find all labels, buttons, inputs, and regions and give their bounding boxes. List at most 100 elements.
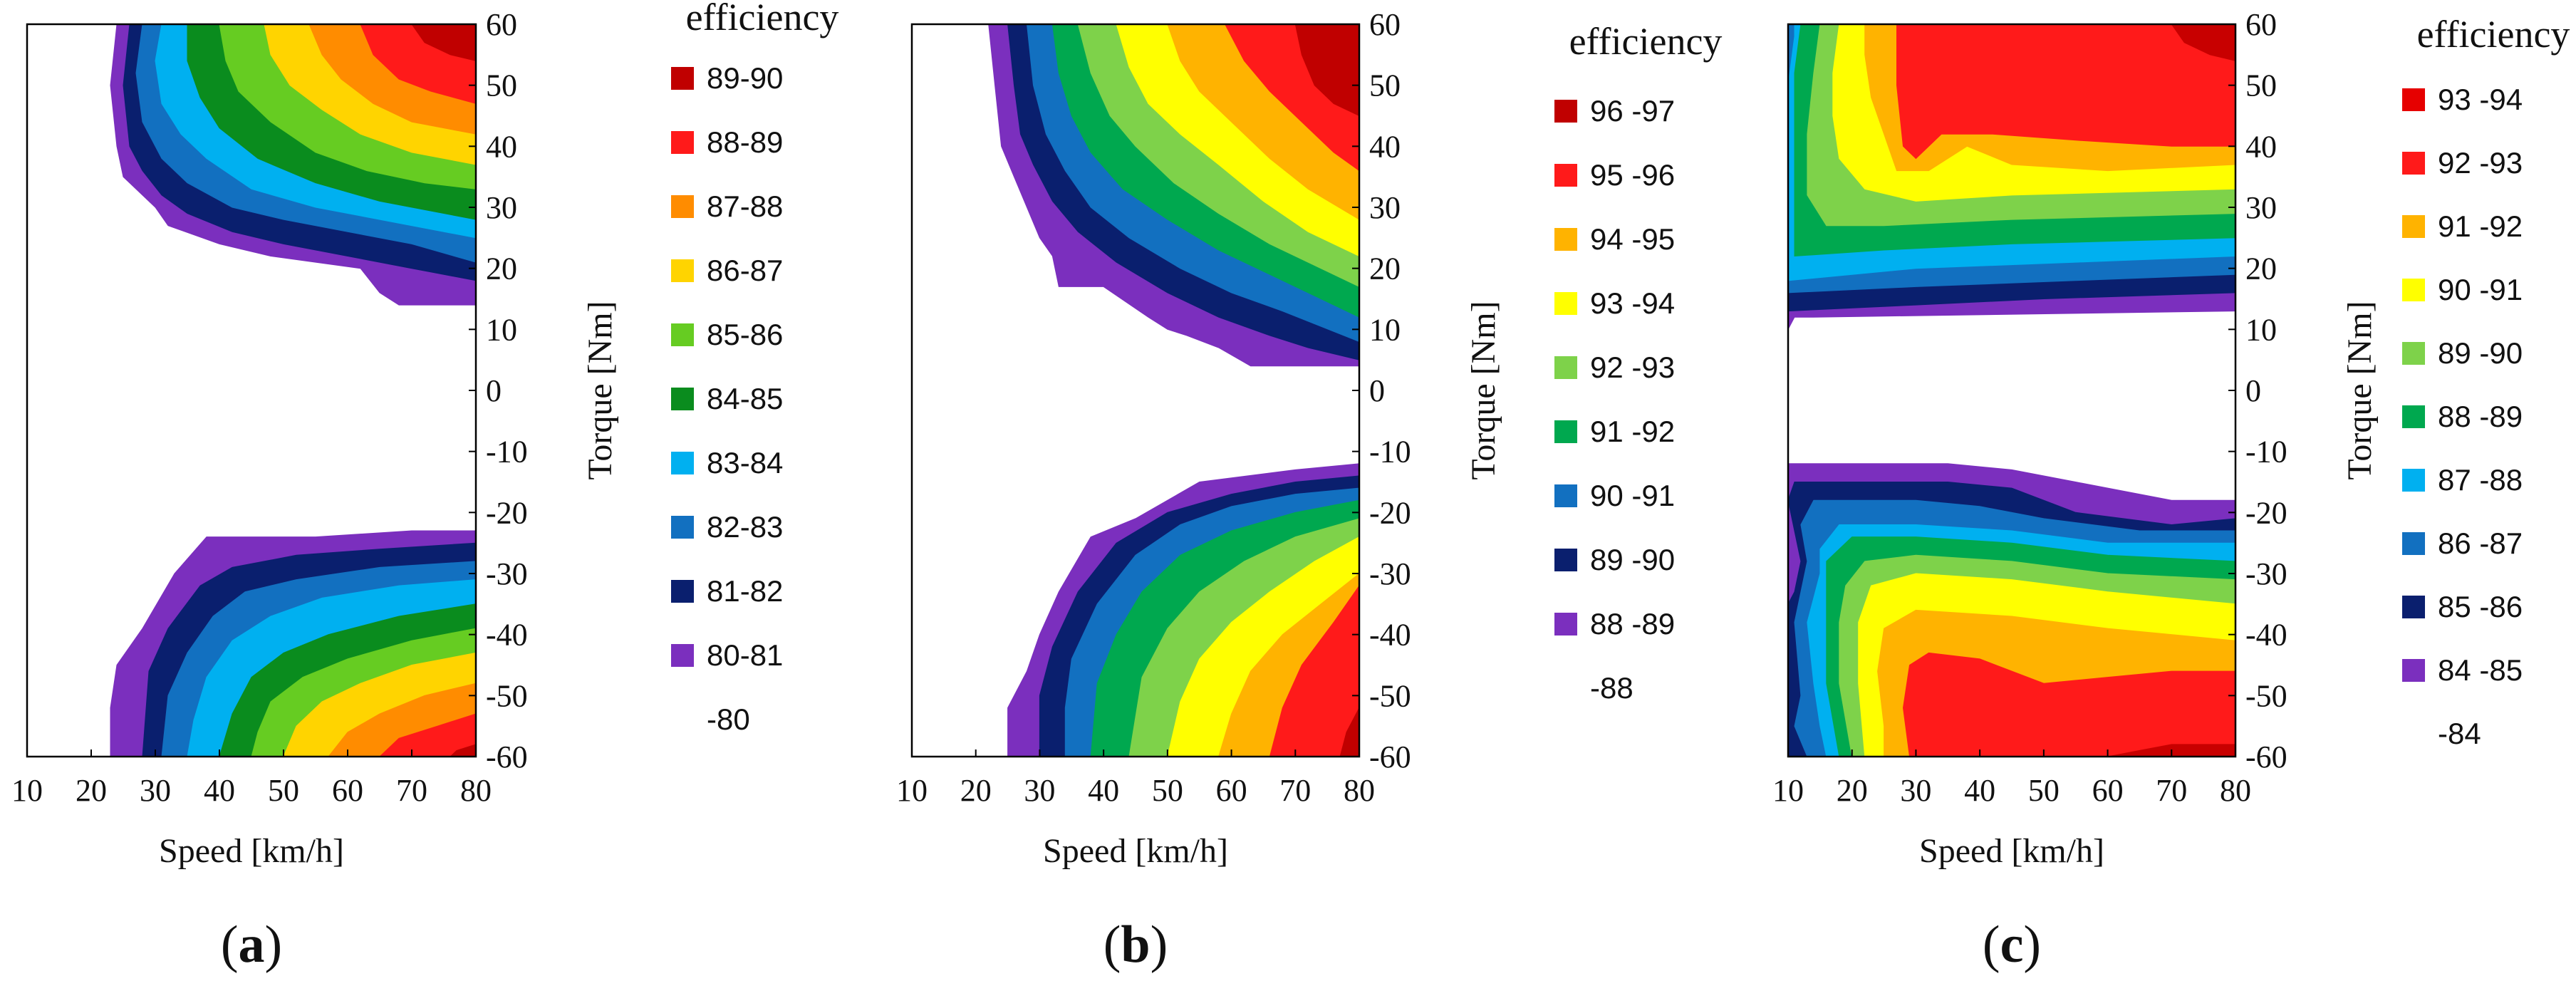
contour-regions	[1787, 24, 2236, 757]
legend-swatch	[2402, 88, 2425, 111]
x-tick-label: 10	[896, 773, 928, 808]
legend-swatch	[671, 131, 694, 154]
y-tick-label: -50	[2245, 678, 2287, 713]
y-tick-label: -30	[486, 556, 528, 591]
legend-item: 89-90	[671, 61, 783, 95]
y-tick-label: -10	[486, 435, 528, 469]
legend-item: 89 -90	[1554, 543, 1675, 576]
x-tick-label: 60	[332, 773, 363, 808]
x-tick-label: 80	[1344, 773, 1375, 808]
x-tick-label: 30	[140, 773, 171, 808]
legend-title: efficiency	[1569, 20, 1723, 63]
y-tick-label: 30	[486, 190, 517, 225]
legend-label: 89 -90	[2438, 336, 2523, 370]
legend-item: 86 -87	[2402, 526, 2523, 560]
legend-label: 80-81	[707, 638, 783, 672]
x-axis: 10 20 30 40 50 60 70 80	[11, 749, 492, 808]
legend-label: 83-84	[707, 446, 783, 479]
legend-item: 84-85	[671, 382, 783, 415]
legend-item: 80-81	[671, 638, 783, 672]
legend-swatch	[1554, 356, 1577, 379]
legend: efficiency 96 -97 95 -96 94 -95 93 -94 92 -93…	[1554, 20, 1722, 705]
legend-item: 88 -89	[2402, 400, 2523, 433]
x-tick-label: 30	[1900, 773, 1931, 808]
legend-swatch	[1554, 164, 1577, 187]
y-tick-label: 40	[2245, 129, 2277, 164]
y-tick-label: 10	[2245, 312, 2277, 347]
y-tick-label: -20	[2245, 495, 2287, 530]
legend-label: -84	[2438, 717, 2481, 750]
legend-swatch	[1554, 100, 1577, 123]
x-tick-label: 70	[1279, 773, 1311, 808]
y-axis-label: Torque [Nm]	[2341, 301, 2379, 479]
y-tick-label: 10	[486, 312, 517, 347]
y-tick-label: -60	[2245, 740, 2287, 774]
y-axis-label: Torque [Nm]	[1465, 301, 1502, 479]
legend-item: 92 -93	[1554, 351, 1675, 384]
x-tick-label: 60	[2092, 773, 2124, 808]
legend-label: 89 -90	[1590, 543, 1675, 576]
legend-label: 92 -93	[2438, 146, 2523, 180]
legend-label: 87-88	[707, 190, 783, 223]
legend-item: 96 -97	[1554, 94, 1675, 128]
legend-item: -80	[707, 702, 750, 736]
legend-label: 91 -92	[2438, 209, 2523, 243]
legend-label: 85-86	[707, 318, 783, 351]
panel-label: (b)	[1103, 915, 1168, 974]
legend-label: 91 -92	[1590, 415, 1675, 448]
legend-swatch	[2402, 152, 2425, 175]
legend-label: 81-82	[707, 574, 783, 608]
legend-item: -88	[1590, 671, 1634, 705]
legend-label: 90 -91	[2438, 273, 2523, 306]
y-tick-label: -50	[1369, 678, 1411, 713]
y-tick-label: 0	[1369, 373, 1385, 408]
legend-swatch	[2402, 469, 2425, 492]
x-tick-label: 40	[204, 773, 235, 808]
y-tick-label: 20	[1369, 251, 1401, 286]
legend-item: 82-83	[671, 510, 783, 544]
x-tick-label: 70	[396, 773, 427, 808]
legend-item: 83-84	[671, 446, 783, 479]
x-tick-label: 50	[1152, 773, 1183, 808]
x-tick-label: 20	[1837, 773, 1868, 808]
legend-swatch	[1554, 228, 1577, 251]
legend-item: 92 -93	[2402, 146, 2523, 180]
legend-swatch	[1554, 292, 1577, 315]
legend-label: 94 -95	[1590, 222, 1675, 256]
legend-label: 89-90	[707, 61, 783, 95]
legend-item: 88-89	[671, 125, 783, 159]
x-tick-label: 80	[2220, 773, 2251, 808]
legend-item: 87-88	[671, 190, 783, 223]
y-tick-label: 30	[1369, 190, 1401, 225]
legend-swatch	[671, 67, 694, 90]
legend-label: 93 -94	[1590, 286, 1675, 320]
x-axis: 10 20 30 40 50 60 70 80	[896, 749, 1375, 808]
legend-item: 84 -85	[2402, 653, 2523, 687]
legend-swatch	[1554, 613, 1577, 635]
legend-swatch	[671, 580, 694, 603]
x-tick-label: 10	[1772, 773, 1804, 808]
y-tick-label: 50	[1369, 68, 1401, 103]
x-tick-label: 40	[1964, 773, 1995, 808]
legend-swatch	[671, 516, 694, 539]
x-tick-label: 10	[11, 773, 43, 808]
legend-item: 91 -92	[1554, 415, 1675, 448]
legend-label: -80	[707, 702, 750, 736]
legend-label: 86-87	[707, 254, 783, 287]
legend-item: 89 -90	[2402, 336, 2523, 370]
legend-label: 96 -97	[1590, 94, 1675, 128]
x-axis-label: Speed [km/h]	[1043, 832, 1228, 870]
legend-label: 88 -89	[1590, 607, 1675, 640]
legend-swatch	[671, 644, 694, 667]
y-tick-label: -20	[486, 495, 528, 530]
legend-swatch	[671, 195, 694, 218]
legend-item: 93 -94	[1554, 286, 1675, 320]
y-tick-label: 20	[2245, 251, 2277, 286]
panel-label: (a)	[221, 915, 282, 974]
y-tick-label: -40	[486, 618, 528, 653]
legend-swatch	[671, 388, 694, 410]
y-axis: 60 50 40 30 20 10 0 -10 -20 -30 -40 -50 -60	[469, 7, 528, 774]
